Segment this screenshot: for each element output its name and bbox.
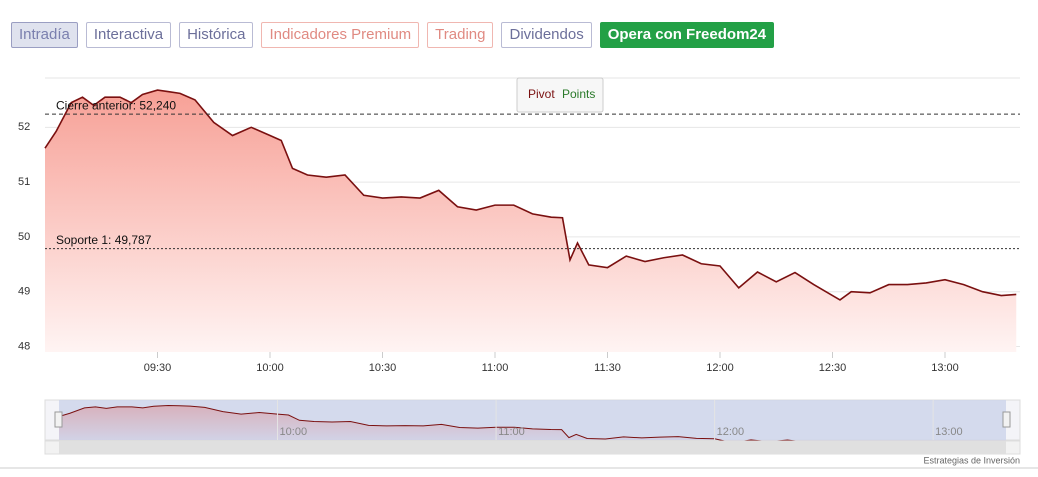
pivot-label: Pivot (528, 87, 555, 101)
price-line (44, 89, 1017, 301)
navigator-handle[interactable] (1002, 411, 1011, 428)
tab-button[interactable]: Opera con Freedom24 (599, 22, 775, 48)
y-tick-label: 48 (18, 340, 30, 352)
y-tick-label: 51 (18, 176, 30, 188)
button-bar: Intradía Interactiva Histórica Indicadores … (11, 22, 775, 48)
navigator-tick-label: 11:00 (498, 426, 525, 438)
tab-button[interactable]: Intradía (11, 22, 78, 48)
scrollbar-thumb[interactable] (59, 441, 1006, 454)
navigator-area (59, 405, 1006, 446)
x-tick-label: 12:30 (819, 362, 847, 374)
x-tick-label: 13:00 (931, 362, 959, 374)
area (45, 90, 1017, 352)
pivot-label: Points (562, 87, 595, 101)
navigator-tick-label: 10:00 (280, 426, 308, 438)
reference-label: Cierre anterior: 52,240 (56, 98, 176, 112)
navigator-handle[interactable] (54, 411, 63, 428)
credit: Estrategias de Inversión (923, 455, 1020, 465)
tab-button[interactable]: Indicadores Premium (261, 22, 420, 48)
x-tick-label: 11:30 (594, 362, 621, 374)
navigator-tick-label: 13:00 (935, 426, 963, 438)
reference-label: Soporte 1: 49,787 (56, 233, 152, 247)
y-tick-label: 49 (18, 286, 30, 298)
y-tick-label: 50 (18, 231, 30, 243)
x-tick-label: 10:30 (369, 362, 397, 374)
x-tick-label: 12:00 (706, 362, 734, 374)
y-tick-label: 52 (18, 121, 30, 133)
tab-button[interactable]: Histórica (179, 22, 254, 48)
x-tick-label: 09:30 (144, 362, 172, 374)
x-tick-label: 10:00 (256, 362, 284, 374)
x-tick-label: 11:00 (482, 362, 509, 374)
tab-button[interactable]: Dividendos (501, 22, 592, 48)
tab-button[interactable]: Trading (427, 22, 494, 48)
navigator-tick-label: 12:00 (717, 426, 745, 438)
tab-button[interactable]: Interactiva (85, 22, 172, 48)
pivot-button[interactable] (516, 77, 604, 113)
